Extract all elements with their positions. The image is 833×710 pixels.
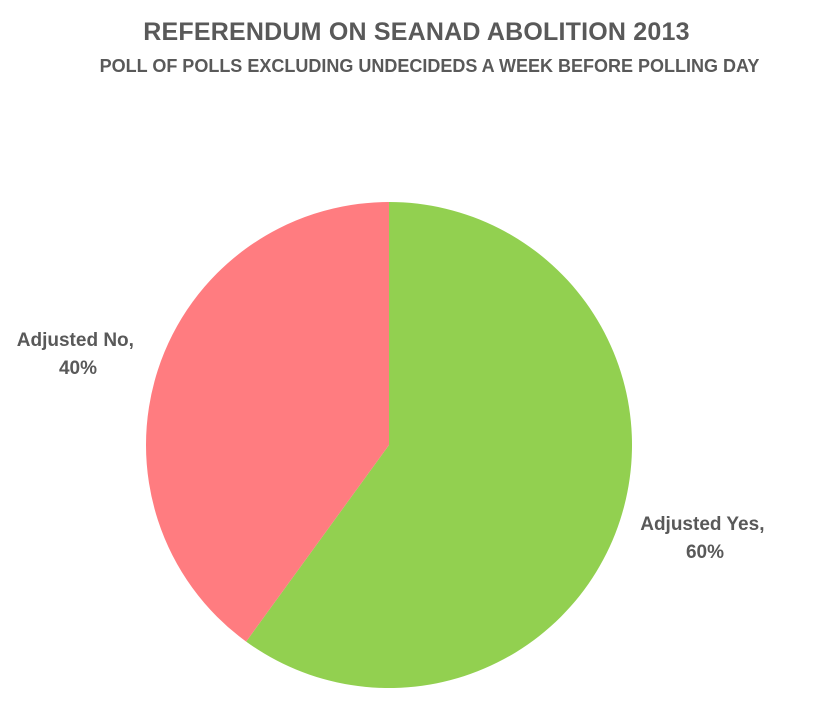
pie-slice-adjusted-yes xyxy=(246,202,632,688)
data-label-yes-name: Adjusted Yes, xyxy=(640,514,764,535)
chart-subtitle: POLL OF POLLS EXCLUDING UNDECIDEDS A WEE… xyxy=(99,56,760,76)
data-label-yes: Adjusted Yes, 60% xyxy=(640,514,770,563)
pie-slices xyxy=(146,202,632,688)
data-label-no-value: 40% xyxy=(59,358,97,379)
pie-slice-adjusted-no xyxy=(146,202,389,642)
data-label-no-name: Adjusted No, xyxy=(17,330,134,351)
data-label-no: Adjusted No, 40% xyxy=(17,330,139,379)
data-label-yes-value: 60% xyxy=(686,542,724,563)
chart-title: REFERENDUM ON SEANAD ABOLITION 2013 xyxy=(143,18,690,46)
